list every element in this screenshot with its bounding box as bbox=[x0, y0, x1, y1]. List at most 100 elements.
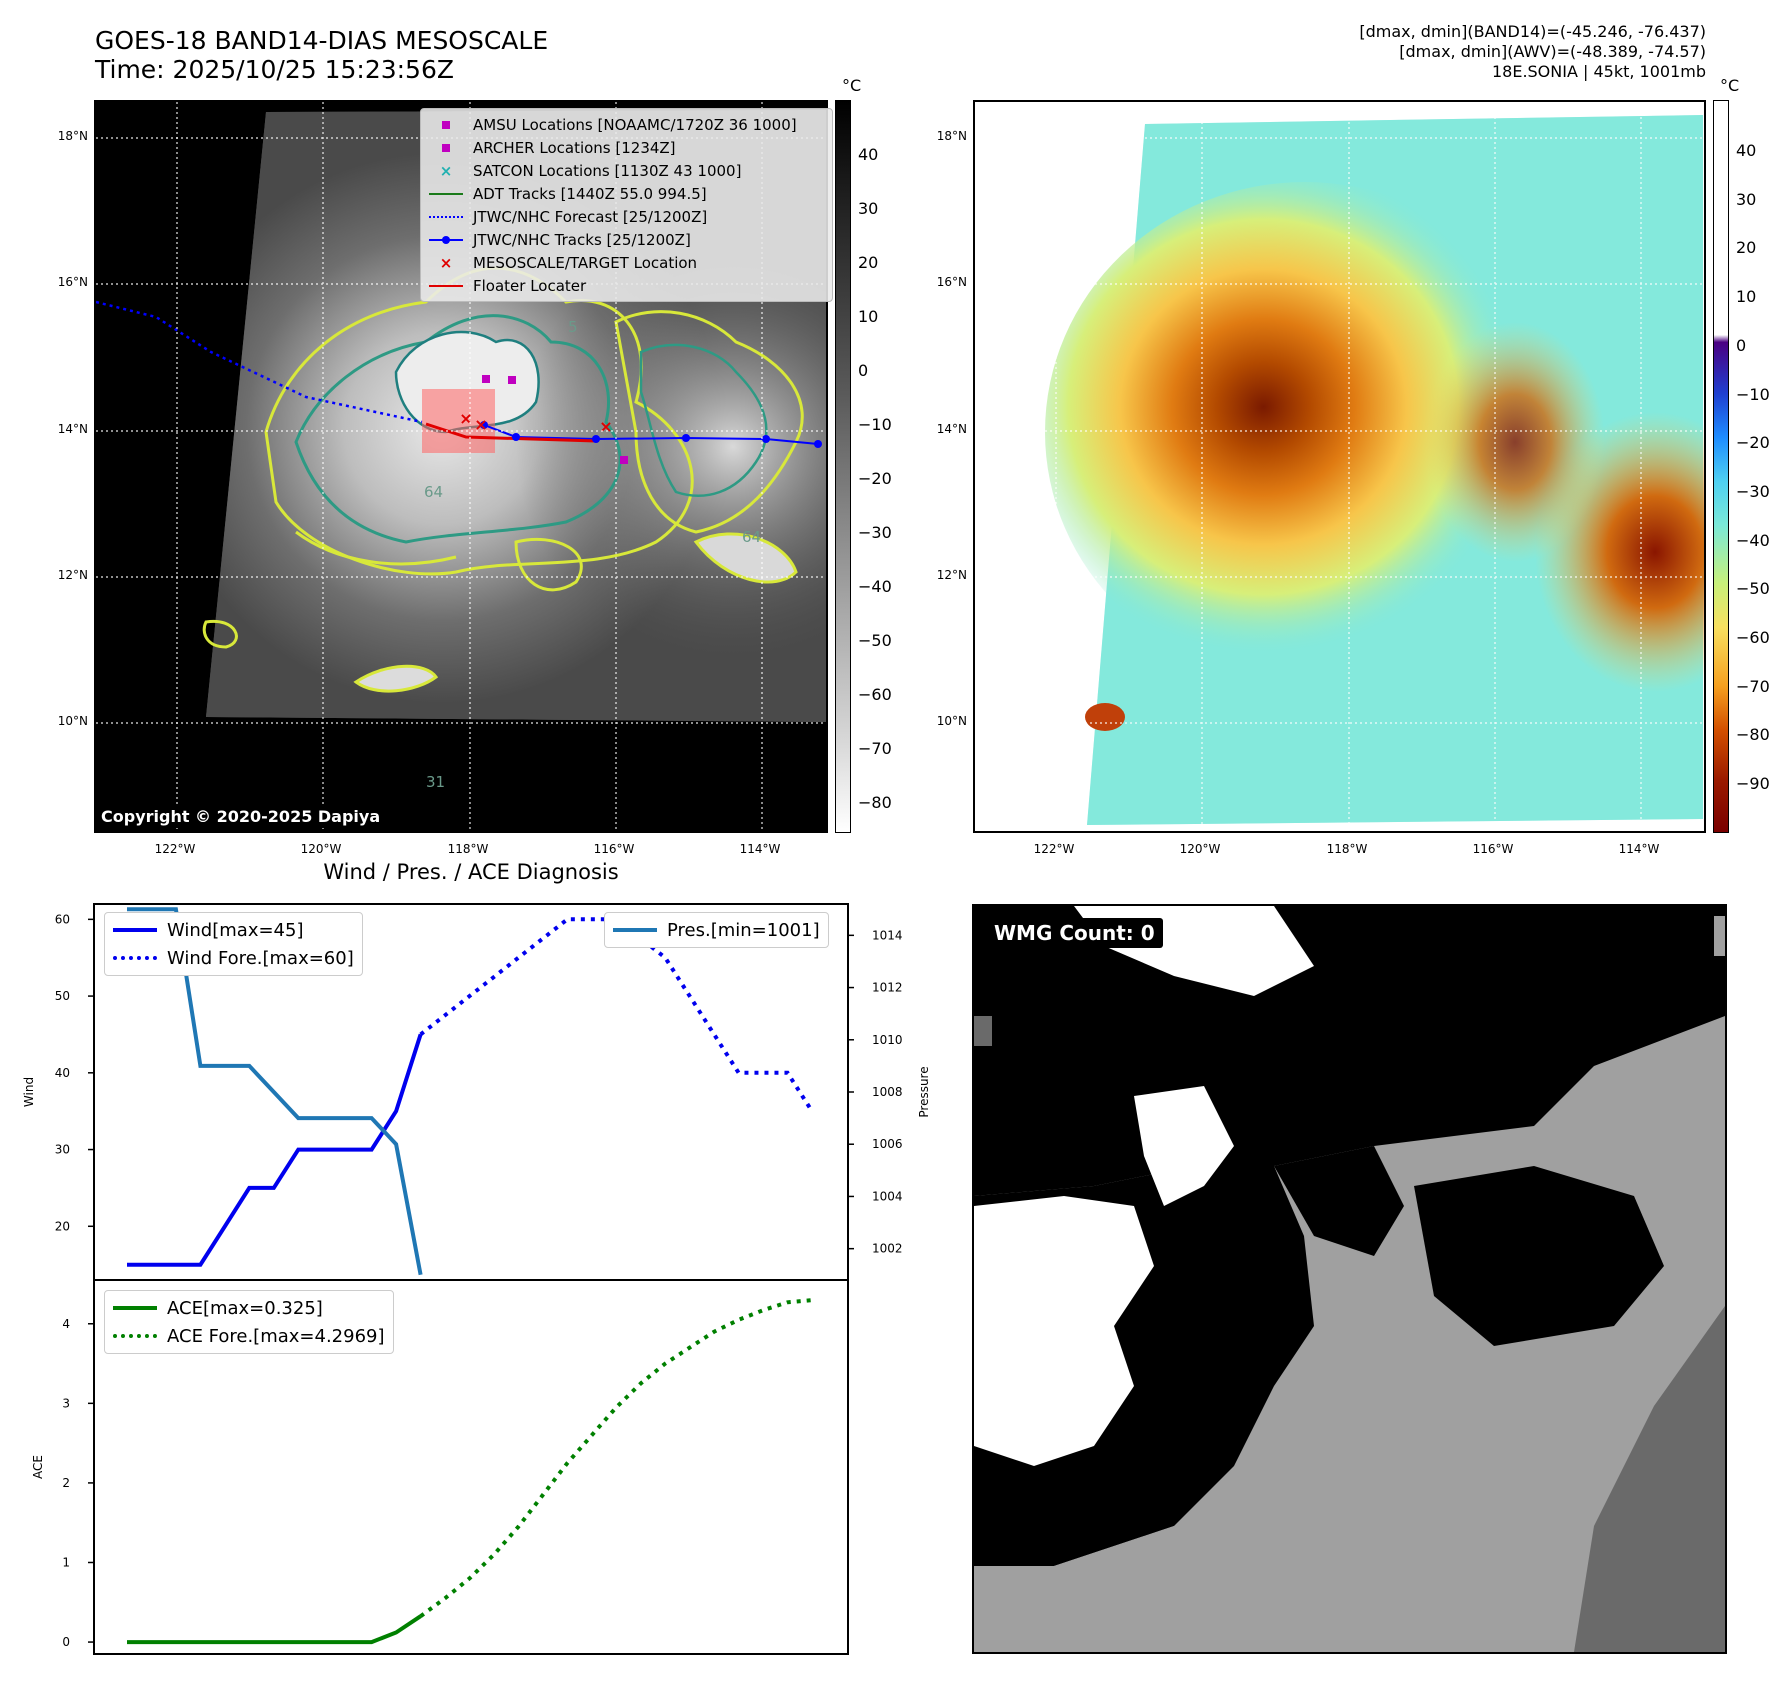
legend-ace-fore: ACE Fore.[max=4.2969] bbox=[113, 1322, 385, 1350]
colorbar-tick-label: −60 bbox=[1736, 628, 1770, 647]
wind-tick-label: 20 bbox=[55, 1219, 70, 1233]
lat-tick-label: 12°N bbox=[936, 568, 967, 582]
colorbar-tick-label: −40 bbox=[858, 577, 892, 596]
ir-colorbar-unit: °C bbox=[842, 76, 862, 95]
copyright-label: Copyright © 2020-2025 Dapiya bbox=[95, 805, 387, 828]
pressure-tick-label: 1002 bbox=[872, 1242, 903, 1256]
lon-tick-label: 122°W bbox=[154, 842, 196, 856]
awv-colorbar bbox=[1713, 100, 1729, 833]
solid-line-icon bbox=[613, 928, 657, 932]
figure-title: GOES-18 BAND14-DIAS MESOSCALE Time: 2025/… bbox=[95, 26, 548, 84]
awv-stats: [dmax, dmin](AWV)=(-48.389, -74.57) bbox=[1399, 42, 1706, 61]
pressure-tick-label: 1010 bbox=[872, 1033, 903, 1047]
wind-line bbox=[127, 1033, 423, 1267]
pressure-tick-label: 1004 bbox=[872, 1189, 903, 1203]
ace-tick-label: 4 bbox=[62, 1317, 70, 1331]
awv-map-image bbox=[975, 102, 1704, 831]
lat-tick-label: 14°N bbox=[936, 422, 967, 436]
wind-tick-label: 50 bbox=[55, 989, 70, 1003]
awv-colorbar-unit: °C bbox=[1720, 76, 1740, 95]
colorbar-tick-label: 30 bbox=[858, 199, 879, 218]
ace-tick-label: 0 bbox=[62, 1635, 70, 1649]
colorbar-tick-label: −30 bbox=[858, 523, 892, 542]
solid-line-icon bbox=[113, 1306, 157, 1310]
colorbar-tick-label: −40 bbox=[1736, 530, 1770, 550]
x-marker-icon: × bbox=[439, 161, 453, 180]
colorbar-tick-label: 0 bbox=[1736, 335, 1747, 355]
legend-floater: Floater Locater bbox=[429, 274, 824, 297]
ace-tick-label: 1 bbox=[62, 1555, 70, 1569]
legend-forecast: JTWC/NHC Forecast [25/1200Z] bbox=[429, 205, 824, 228]
legend-adt: ADT Tracks [1440Z 55.0 994.5] bbox=[429, 182, 824, 205]
colorbar-tick-label: 20 bbox=[858, 253, 879, 272]
contour-label-64b: 64 bbox=[742, 528, 761, 546]
contour-label-64a: 64 bbox=[424, 483, 443, 501]
colorbar-tick-label: −50 bbox=[858, 631, 892, 650]
colorbar-tick-label: −70 bbox=[858, 739, 892, 758]
colorbar-tick-label: −80 bbox=[858, 793, 892, 812]
colorbar-tick-label: 0 bbox=[858, 361, 869, 380]
ace-line bbox=[127, 1614, 422, 1645]
colorbar-tick-label: −10 bbox=[1736, 384, 1770, 404]
solid-line-icon bbox=[113, 928, 157, 932]
wmg-count-label: WMG Count: 0 bbox=[986, 918, 1163, 948]
colorbar-tick-label: −10 bbox=[858, 415, 892, 434]
dotted-line-icon bbox=[429, 210, 463, 224]
legend-wind: Wind[max=45] bbox=[113, 916, 354, 944]
pressure-axis-label: Pressure bbox=[917, 1066, 931, 1117]
dotted-line-icon bbox=[113, 1334, 157, 1338]
colorbar-tick-label: 40 bbox=[858, 145, 879, 164]
lat-tick-label: 12°N bbox=[57, 568, 88, 582]
svg-text:×: × bbox=[459, 409, 472, 428]
wmg-panel[interactable] bbox=[972, 904, 1727, 1654]
lon-tick-label: 114°W bbox=[739, 842, 781, 856]
colorbar-tick-label: 30 bbox=[1736, 189, 1757, 209]
square-marker-icon bbox=[429, 141, 463, 155]
pressure-tick-label: 1006 bbox=[872, 1137, 903, 1151]
lat-tick-label: 14°N bbox=[57, 422, 88, 436]
lon-tick-label: 116°W bbox=[1472, 842, 1514, 856]
x-marker-icon: × bbox=[439, 253, 453, 272]
ir-colorbar bbox=[835, 100, 851, 833]
ace-axis-label: ACE bbox=[31, 1455, 45, 1479]
colorbar-tick-label: −50 bbox=[1736, 579, 1770, 599]
ir-legend: AMSU Locations [NOAAMC/1720Z 36 1000] AR… bbox=[420, 108, 833, 302]
line-marker-icon bbox=[429, 187, 463, 201]
square-marker-icon bbox=[429, 118, 463, 132]
dotted-line-icon bbox=[113, 956, 157, 960]
legend-mesoscale: × MESOSCALE/TARGET Location bbox=[429, 251, 824, 274]
lon-tick-label: 116°W bbox=[593, 842, 635, 856]
ace-forecast-line bbox=[419, 1298, 813, 1618]
lat-tick-label: 18°N bbox=[57, 129, 88, 143]
svg-text:×: × bbox=[474, 415, 487, 434]
lat-tick-label: 16°N bbox=[57, 275, 88, 289]
legend-amsu: AMSU Locations [NOAAMC/1720Z 36 1000] bbox=[429, 113, 824, 136]
wind-legend: Wind[max=45] Wind Fore.[max=60] bbox=[104, 912, 363, 976]
colorbar-tick-label: −80 bbox=[1736, 725, 1770, 745]
colorbar-tick-label: 10 bbox=[1736, 287, 1757, 307]
title-line2: Time: 2025/10/25 15:23:56Z bbox=[95, 55, 454, 84]
colorbar-tick-label: −30 bbox=[1736, 481, 1770, 501]
wind-forecast-line bbox=[419, 917, 814, 1113]
pressure-tick-label: 1008 bbox=[872, 1085, 903, 1099]
wind-tick-label: 40 bbox=[55, 1066, 70, 1080]
lon-tick-label: 118°W bbox=[447, 842, 489, 856]
wind-axis-label: Wind bbox=[22, 1077, 36, 1107]
legend-wind-fore: Wind Fore.[max=60] bbox=[113, 944, 354, 972]
lon-tick-label: 120°W bbox=[300, 842, 342, 856]
line-dot-icon bbox=[429, 233, 463, 247]
lat-tick-label: 16°N bbox=[936, 275, 967, 289]
line-marker-icon bbox=[429, 279, 463, 293]
ace-tick-label: 2 bbox=[62, 1476, 70, 1490]
colorbar-tick-label: 20 bbox=[1736, 238, 1757, 258]
pressure-line bbox=[127, 907, 423, 1276]
ace-plot-frame bbox=[93, 1279, 849, 1655]
lat-tick-label: 10°N bbox=[57, 714, 88, 728]
awv-map-panel[interactable] bbox=[973, 100, 1706, 833]
wind-tick-label: 30 bbox=[55, 1143, 70, 1157]
colorbar-tick-label: 10 bbox=[858, 307, 879, 326]
colorbar-tick-label: −70 bbox=[1736, 676, 1770, 696]
colorbar-tick-label: −20 bbox=[858, 469, 892, 488]
pressure-legend: Pres.[min=1001] bbox=[604, 912, 829, 948]
